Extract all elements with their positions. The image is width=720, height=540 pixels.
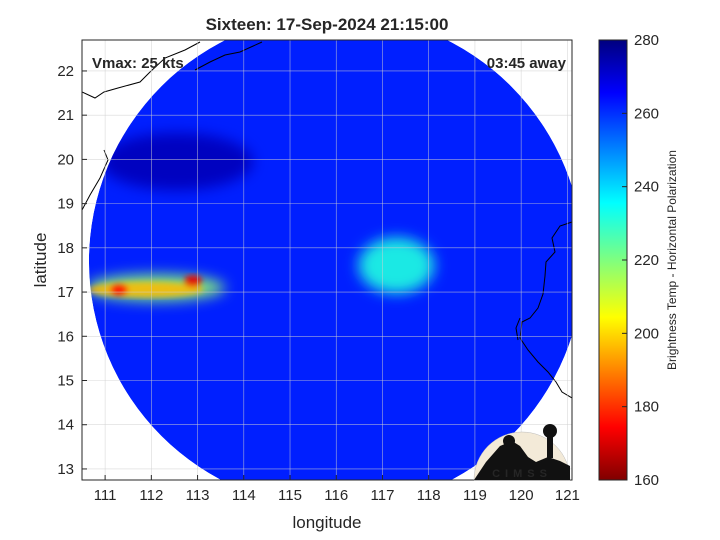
x-tick-label: 120 <box>509 487 534 504</box>
feature-land-mass-north- <box>100 132 254 191</box>
time-away-label: 03:45 away <box>487 55 567 72</box>
x-tick-label: 116 <box>324 487 348 504</box>
x-axis-label: longitude <box>292 513 361 532</box>
y-axis-label: latitude <box>31 233 50 288</box>
x-tick-label: 115 <box>278 487 302 504</box>
x-tick-label: 121 <box>555 487 580 504</box>
x-tick-label: 112 <box>139 487 163 504</box>
y-tick-label: 22 <box>57 63 74 80</box>
axes-box <box>81 39 573 481</box>
x-tick-label: 113 <box>186 487 210 504</box>
y-ticks: 13 14 15 16 17 18 19 20 21 22 <box>57 63 87 478</box>
colorbar-tick-label: 260 <box>634 105 659 122</box>
vmax-label: Vmax: 25 kts <box>92 55 184 72</box>
y-tick-label: 18 <box>57 240 74 257</box>
feature-convection-near-111-3e <box>109 283 128 296</box>
feature-convection-near-112-8e <box>183 275 202 288</box>
colorbar-tick-label: 180 <box>634 399 659 416</box>
x-tick-label: 117 <box>371 487 395 504</box>
x-tick-label: 118 <box>417 487 441 504</box>
colorbar-tick-label: 220 <box>634 252 659 269</box>
x-tick-label: 114 <box>232 487 256 504</box>
logo-text: CIMSS <box>492 468 552 480</box>
y-tick-label: 14 <box>57 417 74 434</box>
y-tick-label: 16 <box>57 328 74 345</box>
x-ticks: 111 112 113 114 115 116 117 118 119 120 121 <box>94 475 580 504</box>
feature-circulation-center <box>358 237 435 294</box>
y-tick-label: 13 <box>57 461 74 478</box>
x-tick-label: 119 <box>463 487 487 504</box>
colorbar-ticks: 160 180 200 220 240 260 280 <box>622 32 659 489</box>
grid-lines <box>82 40 572 480</box>
cimss-logo: CIMSS <box>473 424 571 481</box>
y-tick-label: 20 <box>57 151 74 168</box>
x-tick-label: 111 <box>94 487 117 504</box>
y-tick-label: 19 <box>57 196 74 213</box>
coastline <box>82 41 572 399</box>
colorbar-tick-label: 240 <box>634 179 659 196</box>
colorbar-tick-label: 200 <box>634 325 659 342</box>
y-tick-label: 21 <box>57 107 74 124</box>
y-tick-label: 15 <box>57 373 74 390</box>
y-tick-label: 17 <box>57 284 74 301</box>
chart-title: Sixteen: 17-Sep-2024 21:15:00 <box>206 15 449 34</box>
colorbar-label: Brightness Temp - Horizontal Polarizatio… <box>665 150 679 370</box>
colorbar-tick-label: 160 <box>634 472 659 489</box>
colorbar-tick-label: 280 <box>634 32 659 49</box>
